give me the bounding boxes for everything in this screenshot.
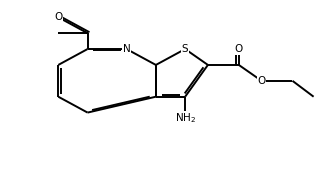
Text: O: O	[54, 12, 62, 22]
Text: O: O	[257, 76, 266, 86]
Text: N: N	[123, 44, 131, 54]
Text: NH$_2$: NH$_2$	[174, 112, 196, 125]
Text: S: S	[182, 44, 189, 54]
Text: O: O	[235, 44, 243, 54]
